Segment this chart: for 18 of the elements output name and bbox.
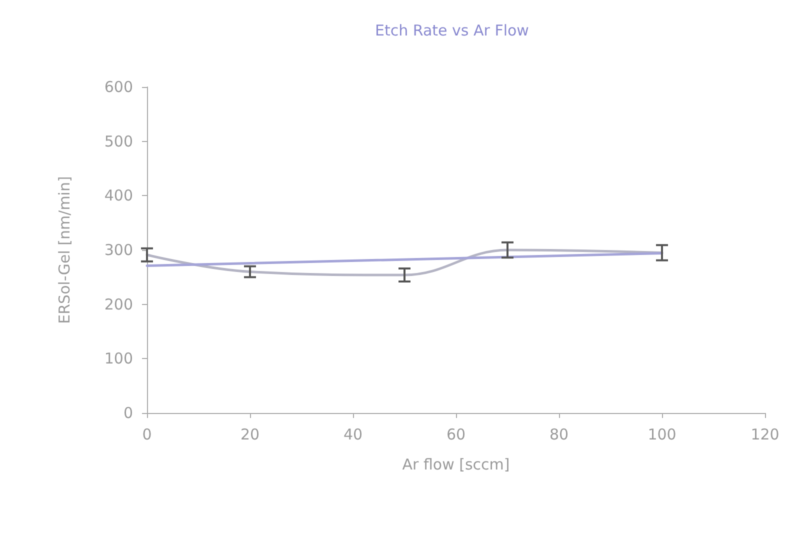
line-series: [146, 248, 664, 276]
y-tick-label: 300: [104, 241, 133, 259]
x-tick-label: 0: [142, 426, 152, 444]
x-tick-label: 80: [549, 426, 569, 444]
x-tick-label: 20: [240, 426, 260, 444]
y-tick-label: 100: [104, 350, 133, 368]
x-tick-label: 60: [446, 426, 466, 444]
y-tick-label: 500: [104, 132, 133, 150]
y-tick-label: 0: [123, 404, 133, 422]
x-tick-label: 40: [343, 426, 363, 444]
y-tick-label: 200: [104, 295, 133, 314]
chart-title: Etch Rate vs Ar Flow: [375, 22, 529, 40]
y-axis-title: ERSol-Gel [nm/min]: [56, 176, 74, 324]
x-tick-label: 100: [648, 426, 676, 444]
x-axis-title: Ar flow [sccm]: [402, 456, 510, 474]
x-tick-label: 120: [750, 426, 780, 444]
y-tick-label: 600: [104, 78, 133, 96]
y-tick-label: 400: [104, 186, 133, 205]
